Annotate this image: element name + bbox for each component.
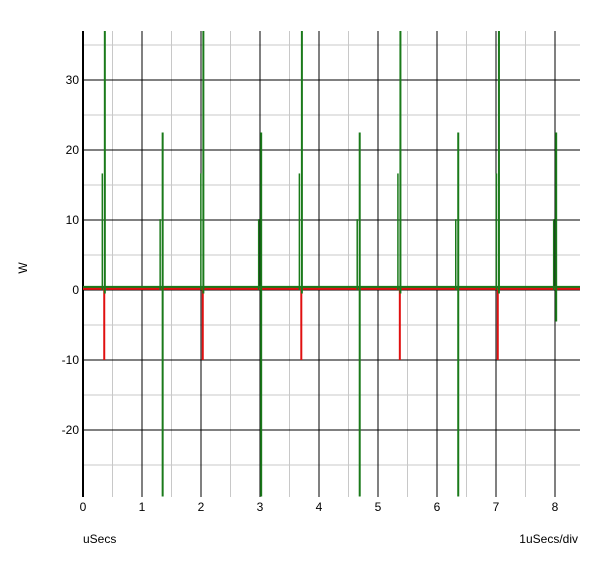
x-tick-label: 2 (198, 500, 205, 514)
y-tick-label: 0 (72, 283, 79, 297)
x-tick-label: 0 (80, 500, 87, 514)
x-axis-label: uSecs (83, 532, 116, 546)
y-tick-label: 10 (66, 213, 80, 227)
y-tick-label: 30 (66, 73, 80, 87)
x-tick-label: 7 (493, 500, 500, 514)
major-grid (82, 31, 580, 497)
x-tick-label: 4 (316, 500, 323, 514)
y-tick-label: -10 (62, 353, 80, 367)
tick-labels: 30 20 10 0 -10 -20 0 1 2 3 4 5 6 7 8 (62, 73, 559, 514)
series-green-trace (83, 31, 580, 497)
y-tick-label: 20 (66, 143, 80, 157)
series-red-trace (83, 287, 580, 360)
x-tick-label: 5 (375, 500, 382, 514)
x-tick-label: 8 (552, 500, 559, 514)
minor-grid (83, 31, 580, 497)
x-tick-label: 1 (139, 500, 146, 514)
x-tick-label: 6 (434, 500, 441, 514)
y-axis-label: W (16, 262, 30, 274)
x-tick-label: 3 (257, 500, 264, 514)
scale-label: 1uSecs/div (519, 532, 578, 546)
y-tick-label: -20 (62, 423, 80, 437)
